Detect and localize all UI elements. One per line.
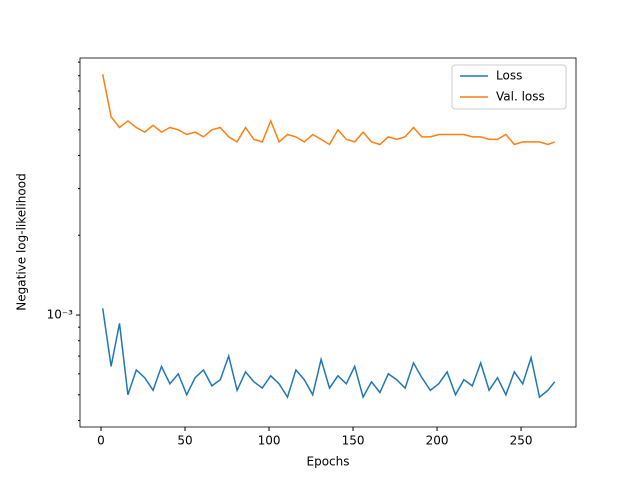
legend-label: Loss	[496, 69, 522, 83]
plot-frame	[79, 57, 577, 428]
legend-label: Val. loss	[496, 90, 545, 104]
x-tick-label: 50	[177, 434, 192, 448]
y-tick-label: 10⁻³	[47, 308, 74, 322]
x-tick-label: 100	[258, 434, 281, 448]
x-tick-label: 150	[342, 434, 365, 448]
x-tick-label: 250	[510, 434, 533, 448]
data-line	[101, 308, 556, 400]
x-tick-label: 200	[426, 434, 449, 448]
x-tick-label: 0	[97, 434, 105, 448]
y-axis-label: Negative log-likelihood	[15, 173, 29, 310]
x-axis-label: Epochs	[307, 455, 350, 469]
data-line	[101, 74, 555, 146]
